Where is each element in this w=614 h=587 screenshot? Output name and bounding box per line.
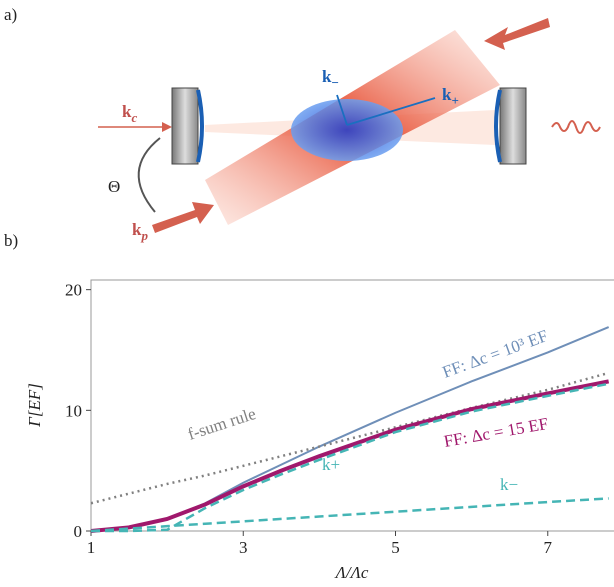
mirror-coating <box>494 89 502 163</box>
k-plus-arrow <box>346 97 436 126</box>
series-line <box>90 379 610 533</box>
emission-wave <box>551 120 601 134</box>
x-tick-label: 7 <box>544 538 553 557</box>
label-k: k− <box>322 67 339 90</box>
atom-cloud <box>291 99 403 161</box>
mirror <box>499 87 527 165</box>
panel-a: a) kc Θ kp k− k+ <box>4 5 601 243</box>
series-label: FF: Δc = 15 EF <box>442 414 549 451</box>
pump-arrow <box>152 202 214 233</box>
series-label: f-sum rule <box>185 404 258 444</box>
series-line <box>90 497 609 533</box>
mirror-coating <box>196 89 204 163</box>
series-label: k+ <box>322 455 340 474</box>
panel-label: a) <box>4 5 17 24</box>
mirror <box>171 87 199 165</box>
series-line <box>90 371 610 505</box>
y-tick-label: 10 <box>65 401 82 420</box>
arrowhead <box>162 122 172 132</box>
series-label: k− <box>500 475 518 494</box>
angle-arc <box>137 137 161 213</box>
x-axis-label: Λ/Λc <box>334 563 369 582</box>
x-tick-label: 5 <box>391 538 400 557</box>
k-minus-arrow <box>336 94 348 126</box>
pump-arrow <box>484 18 550 50</box>
y-axis-label: Γ[EF] <box>25 383 44 428</box>
plot-frame <box>90 279 614 532</box>
x-tick-label: 1 <box>87 538 96 557</box>
label-theta: Θ <box>108 177 120 196</box>
panel-label: b) <box>4 231 18 250</box>
label-k: k+ <box>442 85 459 108</box>
label-k: kc <box>122 102 137 125</box>
x-tick-label: 3 <box>239 538 248 557</box>
label-k: kp <box>132 220 148 243</box>
series-line <box>91 382 609 533</box>
y-tick-label: 20 <box>65 281 82 300</box>
y-tick-label: 0 <box>74 522 83 541</box>
